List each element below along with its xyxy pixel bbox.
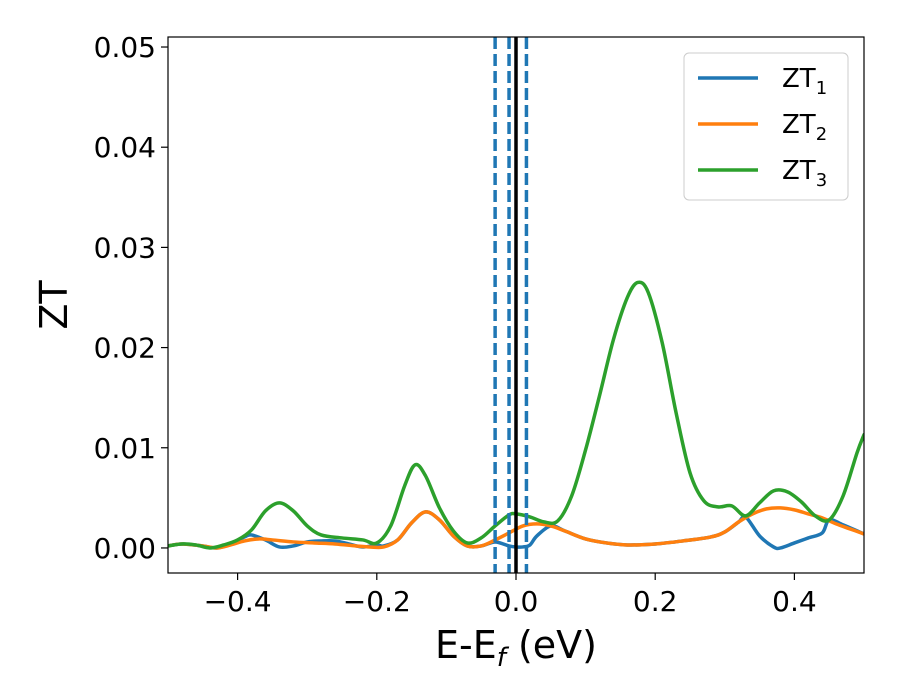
x-axis: −0.4 −0.2 0.0 0.2 0.4 [204, 573, 817, 618]
y-tick-label: 0.03 [94, 231, 156, 264]
x-tick-label: 0.0 [494, 585, 539, 618]
x-axis-label: E-Ef (eV) [435, 623, 597, 673]
legend-box [683, 52, 849, 201]
legend-label-zt3: ZT3 [782, 156, 827, 191]
y-tick-label: 0.01 [94, 432, 156, 465]
x-tick-label: 0.4 [772, 585, 817, 618]
x-tick-label: −0.4 [204, 585, 272, 618]
y-axis-label: ZT [32, 280, 76, 330]
y-axis: 0.00 0.01 0.02 0.03 0.04 0.05 [94, 31, 168, 565]
y-tick-label: 0.00 [94, 532, 156, 565]
y-tick-label: 0.05 [94, 31, 156, 64]
x-tick-label: −0.2 [343, 585, 411, 618]
series-line-zt3 [168, 280, 864, 550]
legend-label-zt2: ZT2 [782, 110, 827, 145]
x-tick-label: 0.2 [633, 585, 678, 618]
plot-area [168, 37, 864, 573]
x-axis-label-suffix: (eV) [506, 623, 597, 667]
x-axis-label-base: E-E [435, 623, 497, 667]
y-tick-label: 0.02 [94, 332, 156, 365]
legend-label-zt1: ZT1 [782, 64, 827, 99]
series-line-zt2 [168, 506, 864, 550]
y-tick-label: 0.04 [94, 131, 156, 164]
series-line-zt1 [168, 510, 864, 551]
legend: ZT1 ZT2 ZT3 [683, 52, 849, 201]
